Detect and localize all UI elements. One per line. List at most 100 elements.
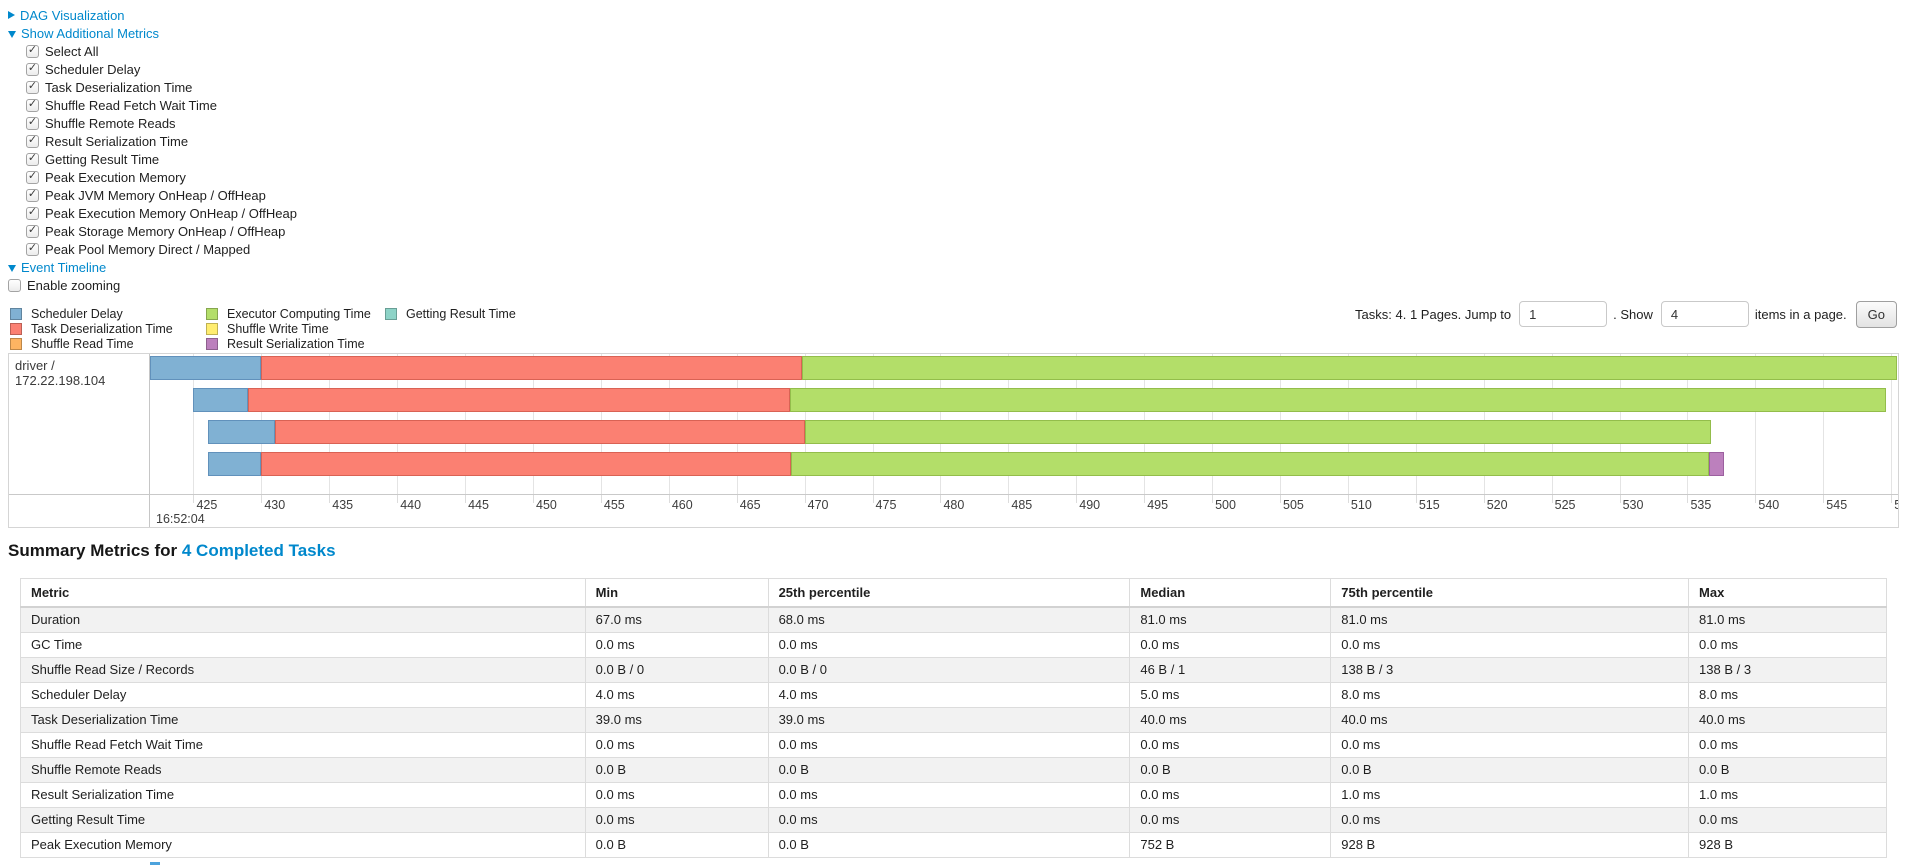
axis-gridline (1823, 354, 1825, 494)
metric-value-cell: 0.0 ms (1129, 781, 1332, 808)
axis-major-label: 16:52:04 (156, 512, 205, 526)
jump-to-page-input[interactable] (1519, 301, 1608, 327)
pagination-suffix-text: items in a page. (1754, 306, 1847, 322)
axis-tick-label: 435 (332, 498, 354, 512)
result-serialization-swatch-icon (206, 337, 218, 350)
task-bar-segment-executor-computing[interactable] (804, 420, 1711, 444)
metric-checkbox[interactable] (26, 98, 39, 112)
legend-label: Shuffle Write Time (227, 321, 329, 336)
axis-tick (329, 495, 331, 503)
axis-tick (1212, 495, 1214, 503)
task-bar-segment-scheduler-delay[interactable] (150, 356, 262, 380)
axis-tick-label: 490 (1079, 498, 1101, 512)
metric-checkbox-label: Shuffle Remote Reads (45, 115, 176, 131)
timeline-legend: Scheduler Delay Task Deserialization Time… (10, 306, 516, 351)
axis-tick (1551, 495, 1553, 503)
event-timeline-chart: driver / 172.22.198.104 425 430 435 440 445 4… (8, 353, 1899, 528)
table-header-cell: Max (1688, 578, 1887, 608)
show-additional-metrics-link[interactable]: Show Additional Metrics (21, 25, 160, 41)
legend-label: Shuffle Read Time (31, 336, 134, 351)
page-size-input[interactable] (1660, 301, 1749, 327)
metric-option[interactable]: Select All (26, 42, 297, 60)
metric-option[interactable]: Scheduler Delay (26, 60, 297, 78)
axis-gridline (193, 354, 195, 494)
metric-option[interactable]: Shuffle Remote Reads (26, 114, 297, 132)
enable-zooming-option[interactable]: Enable zooming (8, 276, 297, 294)
metric-option[interactable]: Task Deserialization Time (26, 78, 297, 96)
metric-checkbox-label: Result Serialization Time (45, 133, 189, 149)
metric-value-cell: 0.0 ms (1688, 806, 1887, 833)
axis-tick-label: 505 (1283, 498, 1304, 512)
metric-value-cell: 0.0 ms (584, 781, 769, 808)
axis-tick-label: 530 (1622, 498, 1644, 512)
metric-option[interactable]: Peak Execution Memory OnHeap / OffHeap (26, 204, 297, 222)
metric-value-cell: 0.0 ms (1129, 806, 1332, 833)
legend-label: Result Serialization Time (227, 336, 365, 351)
metric-option[interactable]: Peak Execution Memory (26, 168, 297, 186)
metric-option[interactable]: Peak Storage Memory OnHeap / OffHeap (26, 222, 297, 240)
metric-option[interactable]: Peak Pool Memory Direct / Mapped (26, 240, 297, 258)
metric-checkbox[interactable] (26, 188, 39, 202)
metric-checkbox[interactable] (26, 224, 39, 238)
event-timeline-toggle[interactable]: Event Timeline (8, 258, 297, 276)
chevron-down-icon (8, 264, 16, 272)
metric-value-cell: 0.0 B (584, 831, 769, 858)
metric-value-cell: 0.0 ms (1129, 631, 1332, 658)
table-row: Duration 67.0 ms 68.0 ms 81.0 ms 81.0 ms 81.0… (20, 606, 1887, 633)
metric-checkbox[interactable] (26, 116, 39, 130)
summary-metrics-heading-text: Summary Metrics for (8, 541, 178, 560)
task-bar-segment-task-deserialization[interactable] (247, 388, 790, 412)
event-timeline-link[interactable]: Event Timeline (21, 259, 107, 275)
axis-tick-label: 475 (875, 498, 897, 512)
task-bar-segment-executor-computing[interactable] (791, 452, 1710, 476)
metric-option[interactable]: Getting Result Time (26, 150, 297, 168)
metric-value-cell: 928 B (1688, 831, 1887, 858)
metric-checkbox[interactable] (26, 170, 39, 184)
show-additional-metrics-toggle[interactable]: Show Additional Metrics (8, 24, 297, 42)
metric-value-cell: 0.0 ms (1330, 631, 1690, 658)
table-row: Shuffle Remote Reads 0.0 B 0.0 B 0.0 B 0.0 B… (20, 756, 1887, 783)
enable-zooming-checkbox[interactable] (8, 278, 21, 292)
metric-option[interactable]: Shuffle Read Fetch Wait Time (26, 96, 297, 114)
task-bar-segment-task-deserialization[interactable] (261, 452, 792, 476)
legend-label: Task Deserialization Time (31, 321, 173, 336)
axis-tick (1076, 495, 1078, 503)
dag-visualization-toggle[interactable]: DAG Visualization (8, 6, 297, 24)
axis-tick-label: 525 (1554, 498, 1576, 512)
task-bar-segment-result-serialization[interactable] (1709, 452, 1725, 476)
metric-name-cell: Shuffle Read Size / Records (20, 656, 586, 683)
metric-checkbox[interactable] (26, 134, 39, 148)
metric-checkbox-label: Peak Execution Memory (45, 169, 186, 185)
metric-option[interactable]: Result Serialization Time (26, 132, 297, 150)
metric-value-cell: 81.0 ms (1129, 606, 1332, 633)
metric-checkbox[interactable] (26, 80, 39, 94)
dag-visualization-link[interactable]: DAG Visualization (20, 7, 125, 23)
metric-option[interactable]: Peak JVM Memory OnHeap / OffHeap (26, 186, 297, 204)
metric-checkbox[interactable] (26, 44, 39, 58)
task-bar-segment-scheduler-delay[interactable] (208, 452, 262, 476)
axis-tick-label: 510 (1350, 498, 1372, 512)
legend-item: Task Deserialization Time (10, 321, 206, 336)
task-bar-segment-task-deserialization[interactable] (261, 356, 802, 380)
metric-value-cell: 928 B (1330, 831, 1690, 858)
metric-checkbox-label: Getting Result Time (45, 151, 160, 167)
axis-tick-label: 460 (671, 498, 693, 512)
task-bar-segment-executor-computing[interactable] (789, 388, 1886, 412)
metric-checkbox[interactable] (26, 242, 39, 256)
task-bar-segment-scheduler-delay[interactable] (193, 388, 248, 412)
go-button[interactable]: Go (1855, 300, 1897, 328)
metric-value-cell: 0.0 B (1688, 756, 1887, 783)
table-header-cell: Min (584, 578, 769, 608)
metric-value-cell: 0.0 B (767, 831, 1131, 858)
metric-checkbox[interactable] (26, 62, 39, 76)
task-bar-segment-task-deserialization[interactable] (274, 420, 805, 444)
task-bar-segment-scheduler-delay[interactable] (208, 420, 275, 444)
metric-checkbox[interactable] (26, 206, 39, 220)
task-bar-segment-executor-computing[interactable] (801, 356, 1897, 380)
axis-tick (668, 495, 670, 503)
metric-checkbox[interactable] (26, 152, 39, 166)
metric-value-cell: 8.0 ms (1688, 681, 1887, 708)
completed-tasks-link[interactable]: 4 Completed Tasks (181, 541, 336, 560)
table-row: GC Time 0.0 ms 0.0 ms 0.0 ms 0.0 ms 0.0 ms (20, 631, 1887, 658)
metric-checkbox-label: Peak Storage Memory OnHeap / OffHeap (45, 223, 286, 239)
